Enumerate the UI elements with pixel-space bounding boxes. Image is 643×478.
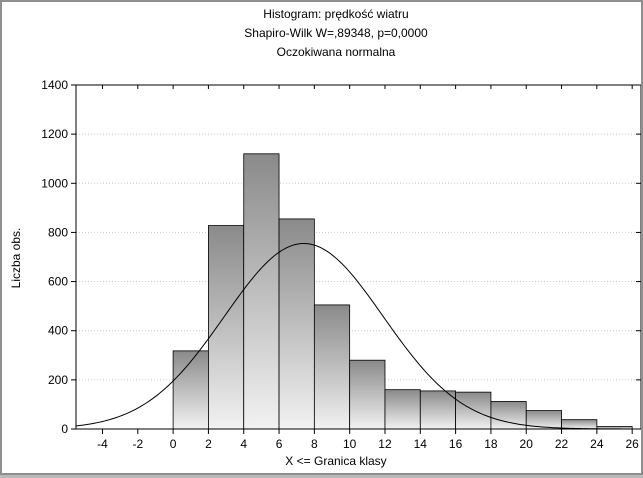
histogram-bar [455,391,492,430]
chart-subtitle: Shapiro-Wilk W=,89348, p=0,0000 [244,26,428,40]
histogram-bar [313,304,351,430]
histogram-chart: Histogram: prędkość wiatru Shapiro-Wilk … [9,7,642,468]
y-tick-label: 1400 [41,78,68,92]
histogram-bar [243,153,280,430]
chart-title: Histogram: prędkość wiatru [263,7,408,21]
y-tick-label: 400 [48,324,68,338]
x-tick-label: 2 [205,437,212,451]
histogram-bars [172,153,633,430]
histogram-bar [278,218,315,430]
x-tick-label: 8 [311,437,318,451]
x-tick-label: 14 [414,437,428,451]
gridlines [76,133,641,381]
expected-normal-curve [75,242,642,430]
x-tick-label: -4 [97,437,108,451]
histogram-bar [172,350,209,430]
x-tick-label: 22 [555,437,569,451]
x-axis-label: X <= Granica klasy [285,454,386,468]
normal-curve [75,242,642,430]
x-tick-label: 24 [590,437,604,451]
y-tick-label: 0 [61,422,68,436]
x-tick-label: 18 [484,437,498,451]
histogram-bar [208,225,245,430]
x-tick-label: 6 [276,437,283,451]
x-tick-label: 12 [378,437,392,451]
histogram-bar [384,389,421,430]
x-tick-label: 10 [343,437,357,451]
y-tick-label: 1000 [41,176,68,190]
x-tick-label: 4 [240,437,247,451]
y-tick-label: 1200 [41,127,68,141]
x-tick-label: -2 [132,437,143,451]
x-tick-label: 20 [520,437,534,451]
histogram-bar [349,359,386,430]
legend-label: Oczokiwana normalna [277,45,396,59]
x-tick-label: 0 [170,437,177,451]
y-tick-label: 800 [48,225,68,239]
x-tick-label: 26 [625,437,639,451]
x-tick-label: 16 [449,437,463,451]
y-axis-label: Liczba obs. [9,228,23,289]
histogram-bar [561,419,598,430]
histogram-bar [419,390,457,430]
y-tick-label: 200 [48,373,68,387]
y-tick-label: 600 [48,275,68,289]
